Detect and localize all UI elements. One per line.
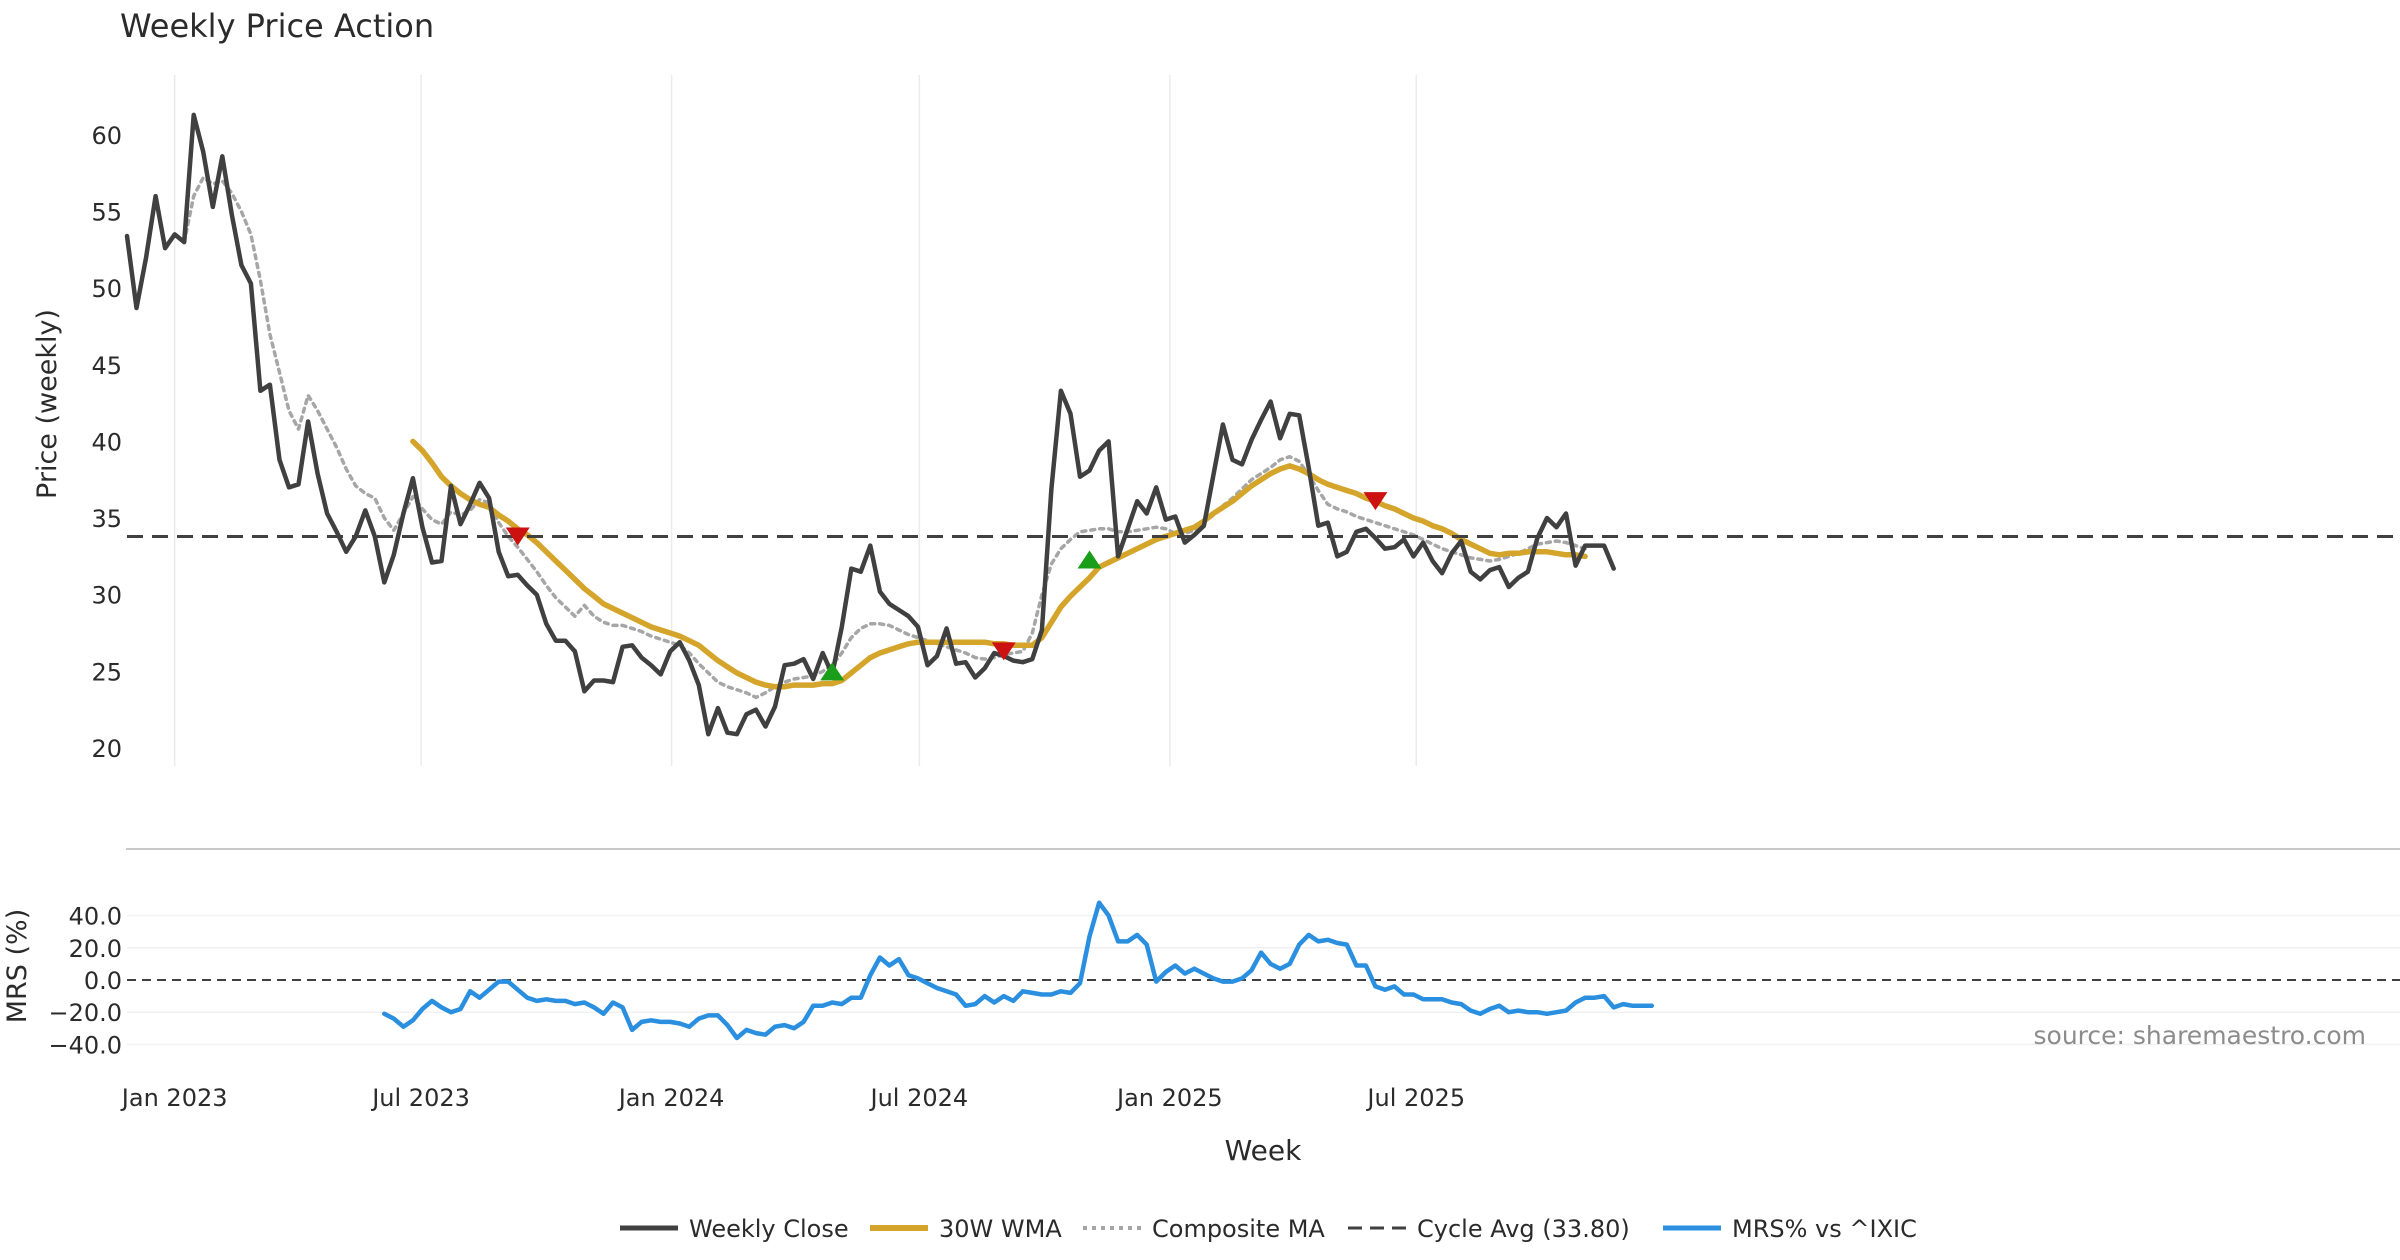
legend-item-wma: 30W WMA xyxy=(870,1215,1062,1243)
price-y-tick-50: 50 xyxy=(91,275,122,303)
source-annotation: source: sharemaestro.com xyxy=(2034,1021,2367,1050)
buy-signal-marker-3 xyxy=(1077,550,1102,569)
mrs-y-tick-3: 20.0 xyxy=(69,935,122,963)
price-y-tick-45: 45 xyxy=(91,352,122,380)
x-tick-1: Jul 2023 xyxy=(370,1084,470,1112)
legend-item-cycle: Cycle Avg (33.80) xyxy=(1348,1215,1630,1243)
x-tick-2: Jan 2024 xyxy=(617,1084,725,1112)
legend-label-mrs: MRS% vs ^IXIC xyxy=(1732,1215,1917,1243)
price-y-tick-25: 25 xyxy=(91,658,122,686)
legend-label-wma: 30W WMA xyxy=(939,1215,1062,1243)
price-y-tick-30: 30 xyxy=(91,582,122,610)
weekly-close-line xyxy=(124,112,1616,737)
x-tick-3: Jul 2024 xyxy=(869,1084,969,1112)
x-tick-0: Jan 2023 xyxy=(120,1084,228,1112)
price-y-tick-60: 60 xyxy=(91,122,122,150)
x-axis-label: Week xyxy=(1225,1134,1302,1167)
legend-item-mrs: MRS% vs ^IXIC xyxy=(1663,1215,1917,1243)
trade-signals xyxy=(505,492,1388,681)
mrs-grid xyxy=(127,914,2400,1046)
mrs-y-tick-2: 0.0 xyxy=(84,967,122,995)
legend-label-cycle: Cycle Avg (33.80) xyxy=(1417,1215,1630,1243)
x-tick-5: Jul 2025 xyxy=(1365,1084,1465,1112)
legend-label-close: Weekly Close xyxy=(689,1215,849,1243)
price-y-tick-20: 20 xyxy=(91,735,122,763)
mrs-y-tick-4: 40.0 xyxy=(69,903,122,931)
price-y-axis-label: Price (weekly) xyxy=(32,309,63,499)
sell-signal-marker-4 xyxy=(1363,492,1388,511)
composite-ma-line xyxy=(182,175,1587,700)
price-y-tick-40: 40 xyxy=(91,428,122,456)
mrs-y-tick-1: −20.0 xyxy=(48,999,122,1027)
legend-label-composite: Composite MA xyxy=(1152,1215,1325,1243)
buy-signal-marker-1 xyxy=(820,662,845,681)
mrs-y-tick-0: −40.0 xyxy=(48,1031,122,1059)
price-y-ticks: 20 25 30 35 40 45 50 55 60 xyxy=(91,122,122,763)
price-y-tick-35: 35 xyxy=(91,505,122,533)
mrs-line xyxy=(382,900,1655,1041)
legend-item-composite: Composite MA xyxy=(1083,1215,1325,1243)
mrs-y-axis-label: MRS (%) xyxy=(2,909,33,1024)
sell-signal-marker-2 xyxy=(991,642,1016,661)
sell-signal-marker-0 xyxy=(505,527,530,546)
legend-item-close: Weekly Close xyxy=(620,1215,849,1243)
legend: Weekly Close 30W WMA Composite MA Cycle Avg… xyxy=(620,1215,1917,1243)
price-y-tick-55: 55 xyxy=(91,198,122,226)
x-axis-ticks: Jan 2023 Jul 2023 Jan 2024 Jul 2024 Jan 2025… xyxy=(120,1084,1465,1112)
price-grid xyxy=(173,75,1418,766)
price-series xyxy=(124,112,2400,737)
x-tick-4: Jan 2025 xyxy=(1115,1084,1223,1112)
chart-title: Weekly Price Action xyxy=(120,7,434,45)
mrs-y-ticks: −40.0 −20.0 0.0 20.0 40.0 xyxy=(48,903,122,1060)
mrs-series xyxy=(127,900,2400,1041)
